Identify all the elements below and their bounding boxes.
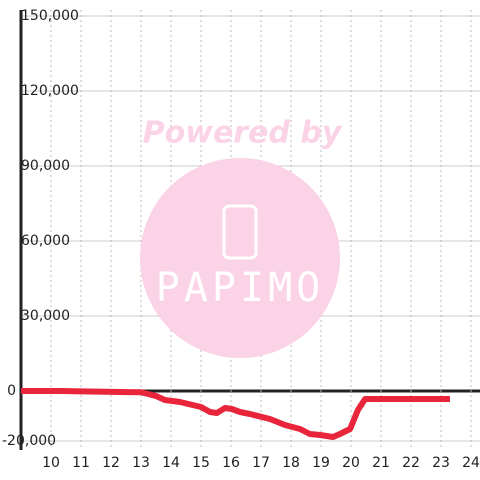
x-tick-label: 22 [402,455,420,471]
x-tick-label: 19 [312,455,330,471]
x-tick-label: 10 [42,455,60,471]
x-tick-label: 23 [432,455,450,471]
watermark-text: Powered by [143,116,343,151]
data-line [21,388,450,440]
watermark-brand: PAPIMO [156,265,325,311]
y-tick-label: 0 [7,383,16,399]
watermark: Powered by PAPIMO [140,116,343,358]
y-tick-label: 150,000 [21,8,79,24]
x-tick-label: 20 [342,455,360,471]
y-tick-label: -20,000 [2,433,56,449]
y-tick-label: 60,000 [21,233,70,249]
x-tick-label: 21 [372,455,390,471]
x-tick-label: 12 [102,455,120,471]
y-tick-label: 90,000 [21,158,70,174]
x-tick-label: 13 [132,455,150,471]
y-tick-label: 120,000 [21,83,79,99]
x-tick-label: 18 [282,455,300,471]
y-tick-label: 30,000 [21,308,70,324]
watermark-icon [222,204,258,260]
x-tick-label: 14 [162,455,180,471]
x-tick-label: 16 [222,455,240,471]
x-tick-label: 11 [72,455,90,471]
x-tick-label: 15 [192,455,210,471]
x-tick-label: 24 [462,455,480,471]
x-tick-label: 17 [252,455,270,471]
